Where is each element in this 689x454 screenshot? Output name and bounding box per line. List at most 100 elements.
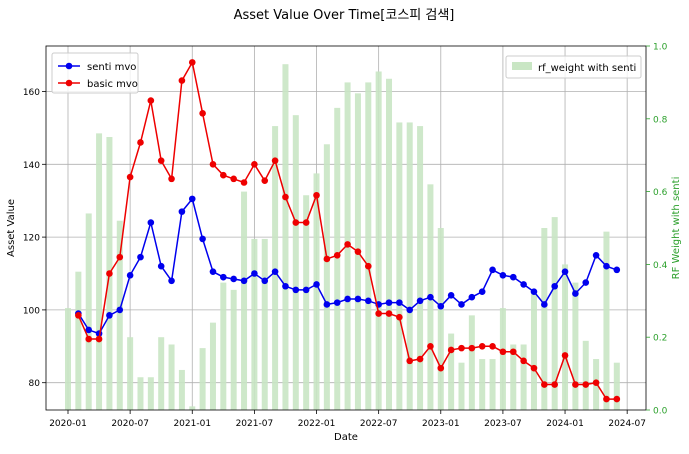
senti-mvo-point: [220, 273, 227, 281]
rf-weight-bar: [127, 337, 134, 410]
senti-mvo-point: [478, 288, 486, 296]
basic-mvo-point: [157, 157, 165, 164]
rf-weight-bar: [189, 406, 196, 410]
rf-weight-bar: [375, 71, 382, 410]
y2-tick-label: 0.8: [653, 115, 668, 125]
rf-weight-bar: [582, 340, 589, 410]
basic-mvo-point: [561, 352, 569, 359]
basic-mvo-point: [282, 193, 289, 201]
senti-mvo-point: [551, 282, 558, 290]
y2-tick-label: 0.4: [653, 261, 668, 271]
rf-weight-bar: [241, 191, 248, 410]
senti-mvo-point: [468, 293, 476, 301]
rf-weight-bar: [386, 78, 393, 410]
x-tick-label: 2024-01: [546, 419, 584, 429]
rf-weight-bar: [209, 322, 216, 410]
basic-mvo-point: [95, 335, 103, 343]
legend-basic-label: basic mvo: [87, 79, 138, 90]
legend-right: rf_weight with senti: [505, 55, 642, 79]
senti-mvo-point: [396, 299, 403, 306]
senti-mvo-point: [126, 272, 134, 279]
rf-weight-bar: [437, 228, 444, 410]
x-tick-label: 2021-07: [236, 419, 274, 429]
x-tick-label: 2023-01: [422, 419, 460, 429]
basic-mvo-point: [530, 364, 538, 372]
legend-left: senti mvo basic mvo: [51, 52, 139, 94]
senti-mvo-point: [313, 281, 320, 288]
rf-weight-bar: [147, 377, 154, 410]
x-tick-label: 2021-01: [173, 419, 211, 429]
rf-weight-bar: [282, 64, 289, 410]
basic-mvo-point: [168, 175, 175, 183]
x-tick-label: 2020-07: [111, 419, 149, 429]
chart-title: Asset Value Over Time[코스피 검색]: [234, 8, 455, 23]
rf-weight-bar: [406, 122, 413, 410]
senti-mvo-point: [333, 299, 341, 306]
senti-mvo-point: [323, 301, 331, 308]
senti-mvo-point: [385, 299, 393, 306]
senti-mvo-point: [582, 279, 590, 286]
basic-mvo-point: [230, 175, 237, 183]
senti-mvo-point: [603, 262, 610, 270]
senti-mvo-point: [230, 275, 237, 283]
senti-mvo-point: [572, 290, 579, 297]
y-axis-label: Asset Value: [6, 199, 17, 257]
senti-mvo-point: [499, 272, 507, 279]
x-tick-label: 2020-01: [49, 419, 87, 429]
basic-mvo-point: [427, 343, 434, 350]
rf-weight-bar: [572, 282, 579, 410]
rf-weight-bar: [448, 333, 455, 410]
y2-tick-label: 0.0: [653, 407, 668, 417]
senti-mvo-point: [427, 293, 434, 301]
senti-mvo-point: [520, 281, 527, 288]
senti-mvo-point: [416, 297, 424, 305]
basic-mvo-point: [354, 248, 362, 255]
legend-basic-marker: [65, 79, 73, 87]
rf-weight-bar: [541, 228, 548, 410]
y-tick-label: 160: [23, 88, 40, 98]
basic-mvo-point: [261, 177, 269, 184]
x-tick-label: 2022-07: [360, 419, 398, 429]
senti-mvo-point: [509, 273, 517, 281]
rf-weight-bar: [168, 344, 175, 410]
rf-weight-bar: [75, 271, 82, 410]
basic-mvo-point: [520, 357, 527, 365]
rf-weight-bar: [603, 231, 610, 410]
rf-weight-bar: [261, 238, 268, 410]
senti-mvo-point: [157, 262, 165, 270]
legend-senti-label: senti mvo: [87, 62, 136, 73]
senti-mvo-point: [530, 288, 538, 296]
senti-mvo-point: [541, 301, 548, 308]
basic-mvo-point: [75, 312, 82, 319]
basic-mvo-point: [364, 262, 372, 270]
rf-weight-bar: [220, 282, 227, 410]
rf-weight-bar: [272, 126, 279, 410]
basic-mvo-point: [302, 219, 310, 226]
y2-tick-label: 0.2: [653, 334, 667, 344]
basic-mvo-point: [106, 270, 113, 277]
senti-mvo-point: [592, 252, 600, 259]
senti-mvo-point: [458, 301, 465, 308]
senti-mvo-point: [561, 268, 569, 275]
basic-mvo-point: [499, 348, 507, 356]
senti-mvo-point: [199, 235, 206, 243]
senti-mvo-point: [209, 268, 217, 275]
basic-mvo-point: [220, 171, 227, 179]
y-tick-label: 120: [23, 234, 40, 244]
senti-mvo-point: [137, 253, 144, 261]
x-tick-label: 2024-07: [608, 419, 646, 429]
rf-weight-bar: [365, 82, 372, 411]
basic-mvo-point: [613, 395, 621, 403]
senti-mvo-point: [251, 270, 258, 277]
basic-mvo-point: [313, 191, 320, 199]
basic-mvo-point: [551, 381, 558, 388]
rf-weight-bar: [613, 362, 620, 410]
basic-mvo-point: [178, 77, 186, 84]
plot-frame: [45, 45, 647, 411]
rf-weight-bar: [96, 133, 103, 411]
y-tick-label: 100: [23, 306, 40, 316]
rf-weight-bar: [520, 344, 527, 410]
rf-weight-bar: [489, 359, 496, 410]
rf-weight-bar: [116, 220, 123, 410]
